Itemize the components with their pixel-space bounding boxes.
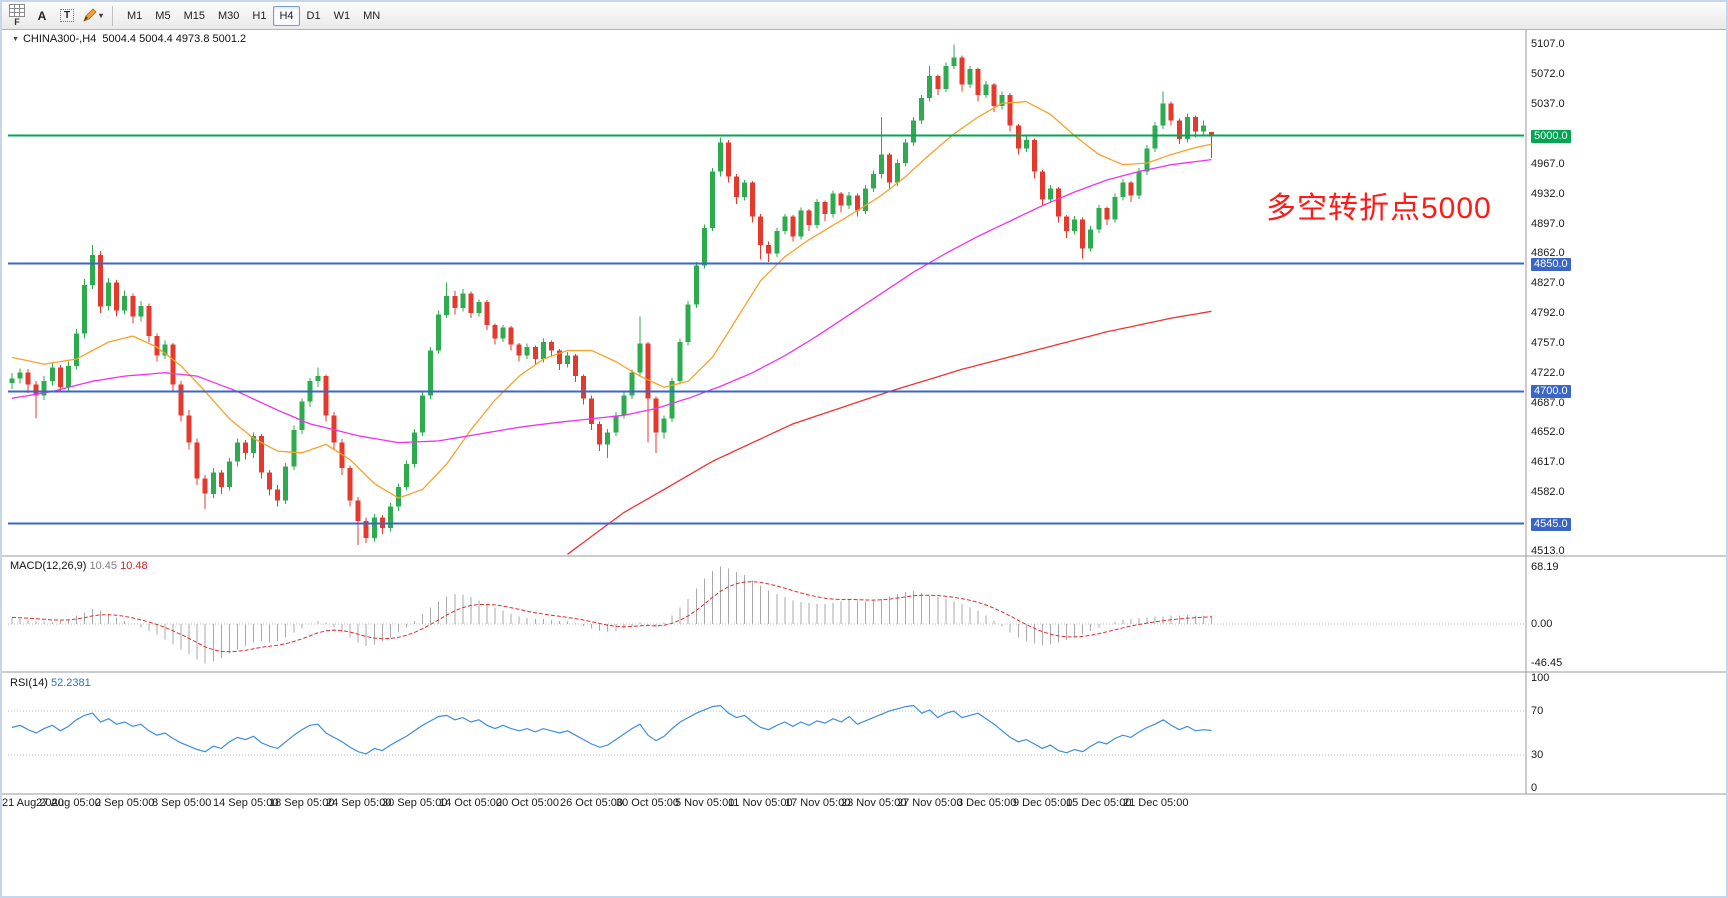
- chart-annotation[interactable]: 多空转折点5000: [1266, 192, 1492, 225]
- text-a-button[interactable]: A: [31, 5, 53, 27]
- rsi-value: 52.2381: [50, 677, 91, 689]
- date-label: 24 Sep 05:00: [326, 797, 392, 809]
- price-tick-label: 4582.0: [1531, 486, 1565, 498]
- date-label: 2 Sep 05:00: [95, 797, 155, 809]
- macd-signal-value: 10.48: [120, 560, 148, 572]
- hline-price-label: 4545.0: [1531, 518, 1571, 531]
- hline-price-label: 4850.0: [1531, 258, 1571, 271]
- panel-separators[interactable]: [2, 30, 1726, 795]
- price-tick-label: 4792.0: [1531, 307, 1565, 319]
- price-axis: 5107.0 5072.0 5037.0 4967.0 4932.0 4897.0 4862…: [1529, 0, 1726, 898]
- candlestick-series: [9, 44, 1214, 545]
- date-label: 3 Dec 05:00: [957, 797, 1017, 809]
- timeframe-button-m1[interactable]: M1: [121, 6, 148, 26]
- date-label: 14 Sep 05:00: [213, 797, 279, 809]
- date-label: 27 Nov 05:00: [897, 797, 963, 809]
- price-tick-label: 4827.0: [1531, 277, 1565, 289]
- rsi-tick-label: 0: [1531, 782, 1538, 794]
- date-label: 21 Aug 2020: [2, 797, 64, 809]
- toolbar-separator: [112, 5, 114, 26]
- date-label: 27 Aug 05:00: [36, 797, 101, 809]
- grid-icon[interactable]: [9, 4, 25, 17]
- rsi-indicator-label: RSI(14) 52.2381: [10, 677, 91, 689]
- macd-tick-label: 68.19: [1531, 561, 1559, 573]
- timeframe-button-d1[interactable]: D1: [301, 6, 327, 26]
- ma-mid-magenta: [11, 158, 1212, 444]
- date-label: 9 Dec 05:00: [1013, 797, 1073, 809]
- date-label: 18 Sep 05:00: [269, 797, 335, 809]
- date-label: 11 Nov 05:00: [728, 797, 793, 809]
- date-label: 30 Oct 05:00: [616, 797, 679, 809]
- rsi-line: [11, 704, 1212, 755]
- date-label: 23 Nov 05:00: [841, 797, 907, 809]
- macd-name: MACD(12,26,9): [10, 560, 87, 572]
- macd-indicator-label: MACD(12,26,9) 10.45 10.48: [10, 560, 148, 572]
- colors-dropdown-button[interactable]: ▾: [81, 5, 104, 27]
- symbol-ohlc-text: CHINA300-,H4 5004.4 5004.4 4973.8 5001.2: [22, 33, 247, 45]
- date-label: 15 Dec 05:00: [1066, 797, 1132, 809]
- price-tick-label: 4687.0: [1531, 397, 1565, 409]
- timeframe-button-w1[interactable]: W1: [328, 6, 357, 26]
- price-tick-label: 4862.0: [1531, 247, 1565, 259]
- timeframe-button-h4[interactable]: H4: [273, 5, 300, 26]
- price-tick-label: 4757.0: [1531, 337, 1565, 349]
- time-axis: 21 Aug 2020 27 Aug 05:00 2 Sep 05:00 8 Sep …: [0, 797, 1526, 813]
- macd-tick-label: 0.00: [1531, 618, 1553, 630]
- price-tick-label: 5037.0: [1531, 98, 1565, 110]
- price-tick-label: 4932.0: [1531, 188, 1565, 200]
- ma-fast-orange: [11, 100, 1212, 499]
- timeframe-button-mn[interactable]: MN: [357, 6, 386, 26]
- collapse-triangle-icon[interactable]: ▼: [12, 35, 19, 43]
- macd-signal-line: [11, 581, 1212, 653]
- date-label: 8 Sep 05:00: [152, 797, 212, 809]
- left-icon-stack: F: [6, 4, 28, 27]
- price-tick-label: 4617.0: [1531, 456, 1565, 468]
- timeframe-button-m15[interactable]: M15: [178, 6, 211, 26]
- price-tick-label: 5072.0: [1531, 68, 1565, 80]
- f-label: F: [14, 17, 20, 27]
- date-label: 14 Oct 05:00: [439, 797, 502, 809]
- rsi-tick-label: 70: [1531, 705, 1544, 717]
- date-label: 17 Nov 05:00: [785, 797, 851, 809]
- crayon-icon: [83, 8, 97, 22]
- text-t-label: T: [59, 9, 75, 22]
- timeframe-button-m5[interactable]: M5: [149, 6, 176, 26]
- symbol-ohlc-label: ▼ CHINA300-,H4 5004.4 5004.4 4973.8 5001…: [12, 33, 246, 45]
- hline-price-label: 4700.0: [1531, 385, 1571, 398]
- price-tick-label: 5107.0: [1531, 38, 1565, 50]
- price-tick-label: 4722.0: [1531, 367, 1565, 379]
- macd-value: 10.45: [89, 560, 118, 572]
- price-tick-label: 4967.0: [1531, 158, 1565, 170]
- macd-tick-label: -46.45: [1531, 657, 1563, 669]
- timeframe-button-m30[interactable]: M30: [212, 6, 245, 26]
- date-label: 20 Oct 05:00: [496, 797, 559, 809]
- rsi-tick-label: 100: [1531, 672, 1550, 684]
- price-tick-label: 4897.0: [1531, 218, 1565, 230]
- dropdown-caret-icon: ▾: [99, 11, 104, 20]
- date-label: 5 Nov 05:00: [675, 797, 735, 809]
- text-t-button[interactable]: T: [56, 5, 78, 27]
- timeframe-buttons: M1 M5 M15 M30 H1 H4 D1 W1 MN: [121, 5, 386, 26]
- date-label: 30 Sep 05:00: [382, 797, 448, 809]
- date-label: 26 Oct 05:00: [560, 797, 623, 809]
- toolbar: F A T ▾ M1 M5 M15 M30 H1 H4 D1 W1 MN: [2, 2, 1726, 30]
- price-tick-label: 4652.0: [1531, 426, 1565, 438]
- price-tick-label: 4513.0: [1531, 545, 1565, 557]
- rsi-name: RSI(14): [10, 677, 48, 689]
- timeframe-button-h1[interactable]: H1: [246, 6, 272, 26]
- hline-price-label: 5000.0: [1531, 130, 1571, 143]
- rsi-tick-label: 30: [1531, 749, 1544, 761]
- macd-histogram: [11, 566, 1212, 664]
- date-label: 21 Dec 05:00: [1123, 797, 1189, 809]
